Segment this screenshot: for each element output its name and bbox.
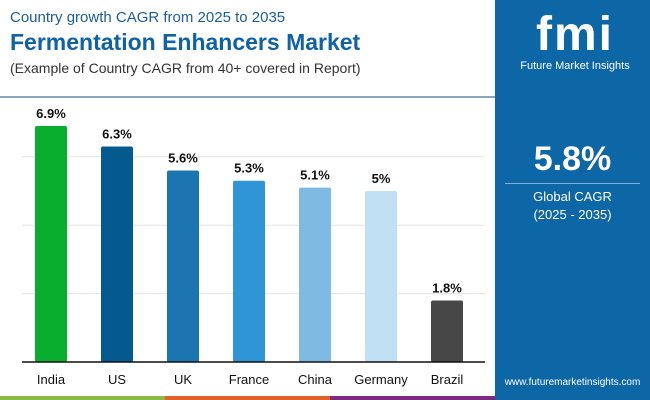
x-tick-label: China — [298, 372, 333, 387]
bar-india — [35, 126, 67, 363]
bar-france — [233, 180, 265, 362]
side-panel: fmi Future Market Insights 5.8% Global C… — [495, 0, 650, 400]
data-label: 5% — [372, 171, 391, 186]
global-cagr-label: Global CAGR — [533, 189, 612, 204]
global-cagr-label-block: Global CAGR (2025 - 2035) — [495, 188, 650, 224]
data-label: 5.3% — [234, 161, 264, 176]
chart-subtitle: Country growth CAGR from 2025 to 2035 — [10, 9, 286, 26]
data-label: 1.8% — [432, 280, 462, 295]
global-cagr-value: 5.8% — [533, 140, 612, 178]
brand-name: Future Market Insights — [520, 60, 630, 72]
fmi-logo: fmi Future Market Insights — [515, 8, 635, 73]
cagr-divider — [505, 183, 640, 184]
website-url: www.futuremarketinsights.com — [504, 377, 641, 388]
data-label: 6.9% — [36, 106, 66, 121]
bar-brazil — [431, 300, 463, 362]
x-tick-label: Brazil — [431, 372, 464, 387]
header-divider — [0, 96, 495, 98]
logo-mark: fmi — [536, 8, 614, 61]
x-tick-label: Germany — [354, 372, 408, 387]
global-cagr-period: (2025 - 2035) — [533, 207, 612, 222]
x-tick-label: US — [108, 372, 126, 387]
bar-us — [101, 146, 133, 362]
data-label: 5.6% — [168, 150, 198, 165]
stripe-orange — [165, 396, 330, 400]
x-tick-label: UK — [174, 372, 192, 387]
chart-title: Fermentation Enhancers Market — [10, 29, 361, 55]
bar-germany — [365, 191, 397, 362]
data-label: 5.1% — [300, 168, 330, 183]
bar-china — [299, 187, 331, 362]
x-tick-label: India — [37, 372, 66, 387]
data-label: 6.3% — [102, 127, 132, 142]
x-tick-label: France — [229, 372, 269, 387]
bar-chart: 6.9% India 6.3% US 5.6% UK 5.3% France 5.1% China… — [22, 106, 485, 387]
bar-uk — [167, 170, 199, 362]
chart-note: (Example of Country CAGR from 40+ covere… — [10, 60, 361, 76]
stripe-purple — [330, 396, 495, 400]
stripe-green — [0, 396, 165, 400]
